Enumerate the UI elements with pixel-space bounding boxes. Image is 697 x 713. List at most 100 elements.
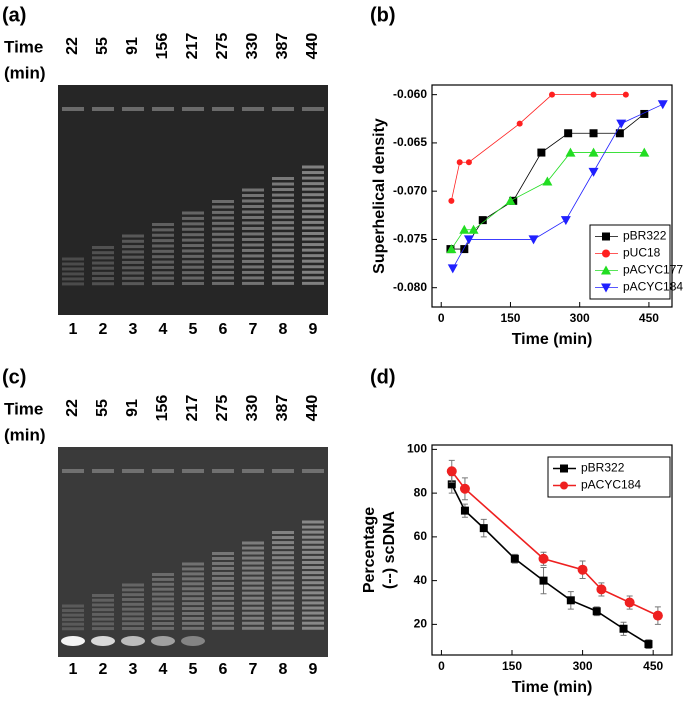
gel-band — [212, 552, 234, 555]
lane-time: 156 — [154, 395, 171, 422]
gel-band — [122, 626, 144, 630]
gel-band — [272, 596, 294, 600]
gel-band — [62, 277, 84, 281]
gel-band — [272, 232, 294, 236]
gel-band — [272, 243, 294, 247]
y-tick-label: 20 — [414, 617, 428, 631]
gel-band — [272, 566, 294, 570]
y-tick-label: -0.080 — [393, 280, 427, 294]
lane-time: 55 — [94, 37, 111, 55]
gel-band — [242, 596, 264, 600]
marker — [460, 506, 469, 515]
gel-band — [122, 255, 144, 259]
gel-band — [302, 560, 324, 564]
x-tick-label: 450 — [639, 311, 659, 325]
gel-band — [242, 248, 264, 252]
gel-band — [242, 188, 264, 192]
gel-band — [302, 525, 324, 529]
gel-band — [182, 592, 204, 596]
unit-label: (min) — [4, 63, 46, 82]
gel-band — [152, 282, 174, 286]
lane-time: 217 — [184, 395, 201, 422]
marker — [456, 159, 463, 166]
gel-band — [302, 182, 324, 186]
gel-band — [242, 243, 264, 247]
panel-label: (a) — [2, 4, 26, 26]
gel-band — [122, 593, 144, 597]
lane-number: 5 — [189, 661, 198, 678]
gel-band — [272, 254, 294, 258]
lane-number: 7 — [249, 661, 258, 678]
gel-band — [182, 238, 204, 242]
gel-band — [62, 262, 84, 266]
marker — [542, 176, 553, 186]
gel-band — [92, 622, 114, 626]
marker — [602, 249, 610, 258]
gel-band — [92, 598, 114, 602]
marker — [447, 480, 456, 489]
y-axis-label: Superhelical density — [371, 118, 388, 274]
gel-band — [62, 257, 84, 261]
lane-time: 55 — [94, 399, 111, 417]
gel-band — [212, 556, 234, 560]
gel-band — [152, 577, 174, 581]
gel-band — [212, 265, 234, 269]
marker — [560, 481, 568, 490]
gel-band — [182, 567, 204, 571]
gel-band — [242, 204, 264, 208]
gel-band — [212, 571, 234, 575]
gel-band — [92, 266, 114, 270]
marker — [478, 216, 487, 225]
lane-number: 6 — [219, 661, 228, 678]
gel-band — [122, 607, 144, 611]
marker — [619, 624, 628, 633]
gel-band — [272, 581, 294, 585]
gel-band — [302, 591, 324, 595]
legend-label: pACYC184 — [623, 280, 683, 294]
gel-band — [92, 603, 114, 607]
marker — [510, 554, 519, 563]
lane-time: 156 — [154, 33, 171, 60]
lane-number: 7 — [249, 321, 258, 338]
gel-band — [182, 572, 204, 576]
gel-well — [242, 107, 264, 111]
gel-band — [302, 198, 324, 202]
y-tick-label: 60 — [414, 529, 428, 543]
gel-band — [92, 608, 114, 612]
marker — [639, 147, 650, 157]
gel-band — [242, 626, 264, 630]
gel-band — [212, 596, 234, 600]
gel-band — [242, 276, 264, 280]
gel-band — [212, 227, 234, 231]
gel-band — [302, 281, 324, 285]
gel-band — [302, 187, 324, 191]
y-axis-label: Percentage — [361, 507, 378, 593]
gel-band — [182, 227, 204, 231]
gel-band — [242, 616, 264, 620]
gel-band — [122, 250, 144, 254]
lane-time: 330 — [244, 33, 261, 60]
gel-band — [152, 582, 174, 586]
marker — [624, 597, 635, 608]
gel-band — [272, 601, 294, 605]
gel-band — [242, 281, 264, 285]
gel-band — [152, 244, 174, 248]
gel-band — [182, 612, 204, 615]
marker — [592, 607, 601, 616]
x-tick-label: 0 — [438, 311, 445, 325]
gel-band — [302, 270, 324, 274]
gel-band — [182, 271, 204, 275]
gel-band — [212, 232, 234, 236]
gel-band — [302, 535, 324, 539]
lane-number: 8 — [279, 661, 288, 678]
gel-band — [152, 612, 174, 616]
gel-band — [242, 546, 264, 550]
y-tick-label: -0.070 — [393, 183, 427, 197]
gel-band — [212, 200, 234, 203]
gel-band — [62, 618, 84, 622]
gel-band — [212, 210, 234, 214]
gel-band — [302, 530, 324, 534]
gel-band — [242, 237, 264, 241]
gel-band — [122, 602, 144, 606]
marker — [505, 195, 516, 205]
